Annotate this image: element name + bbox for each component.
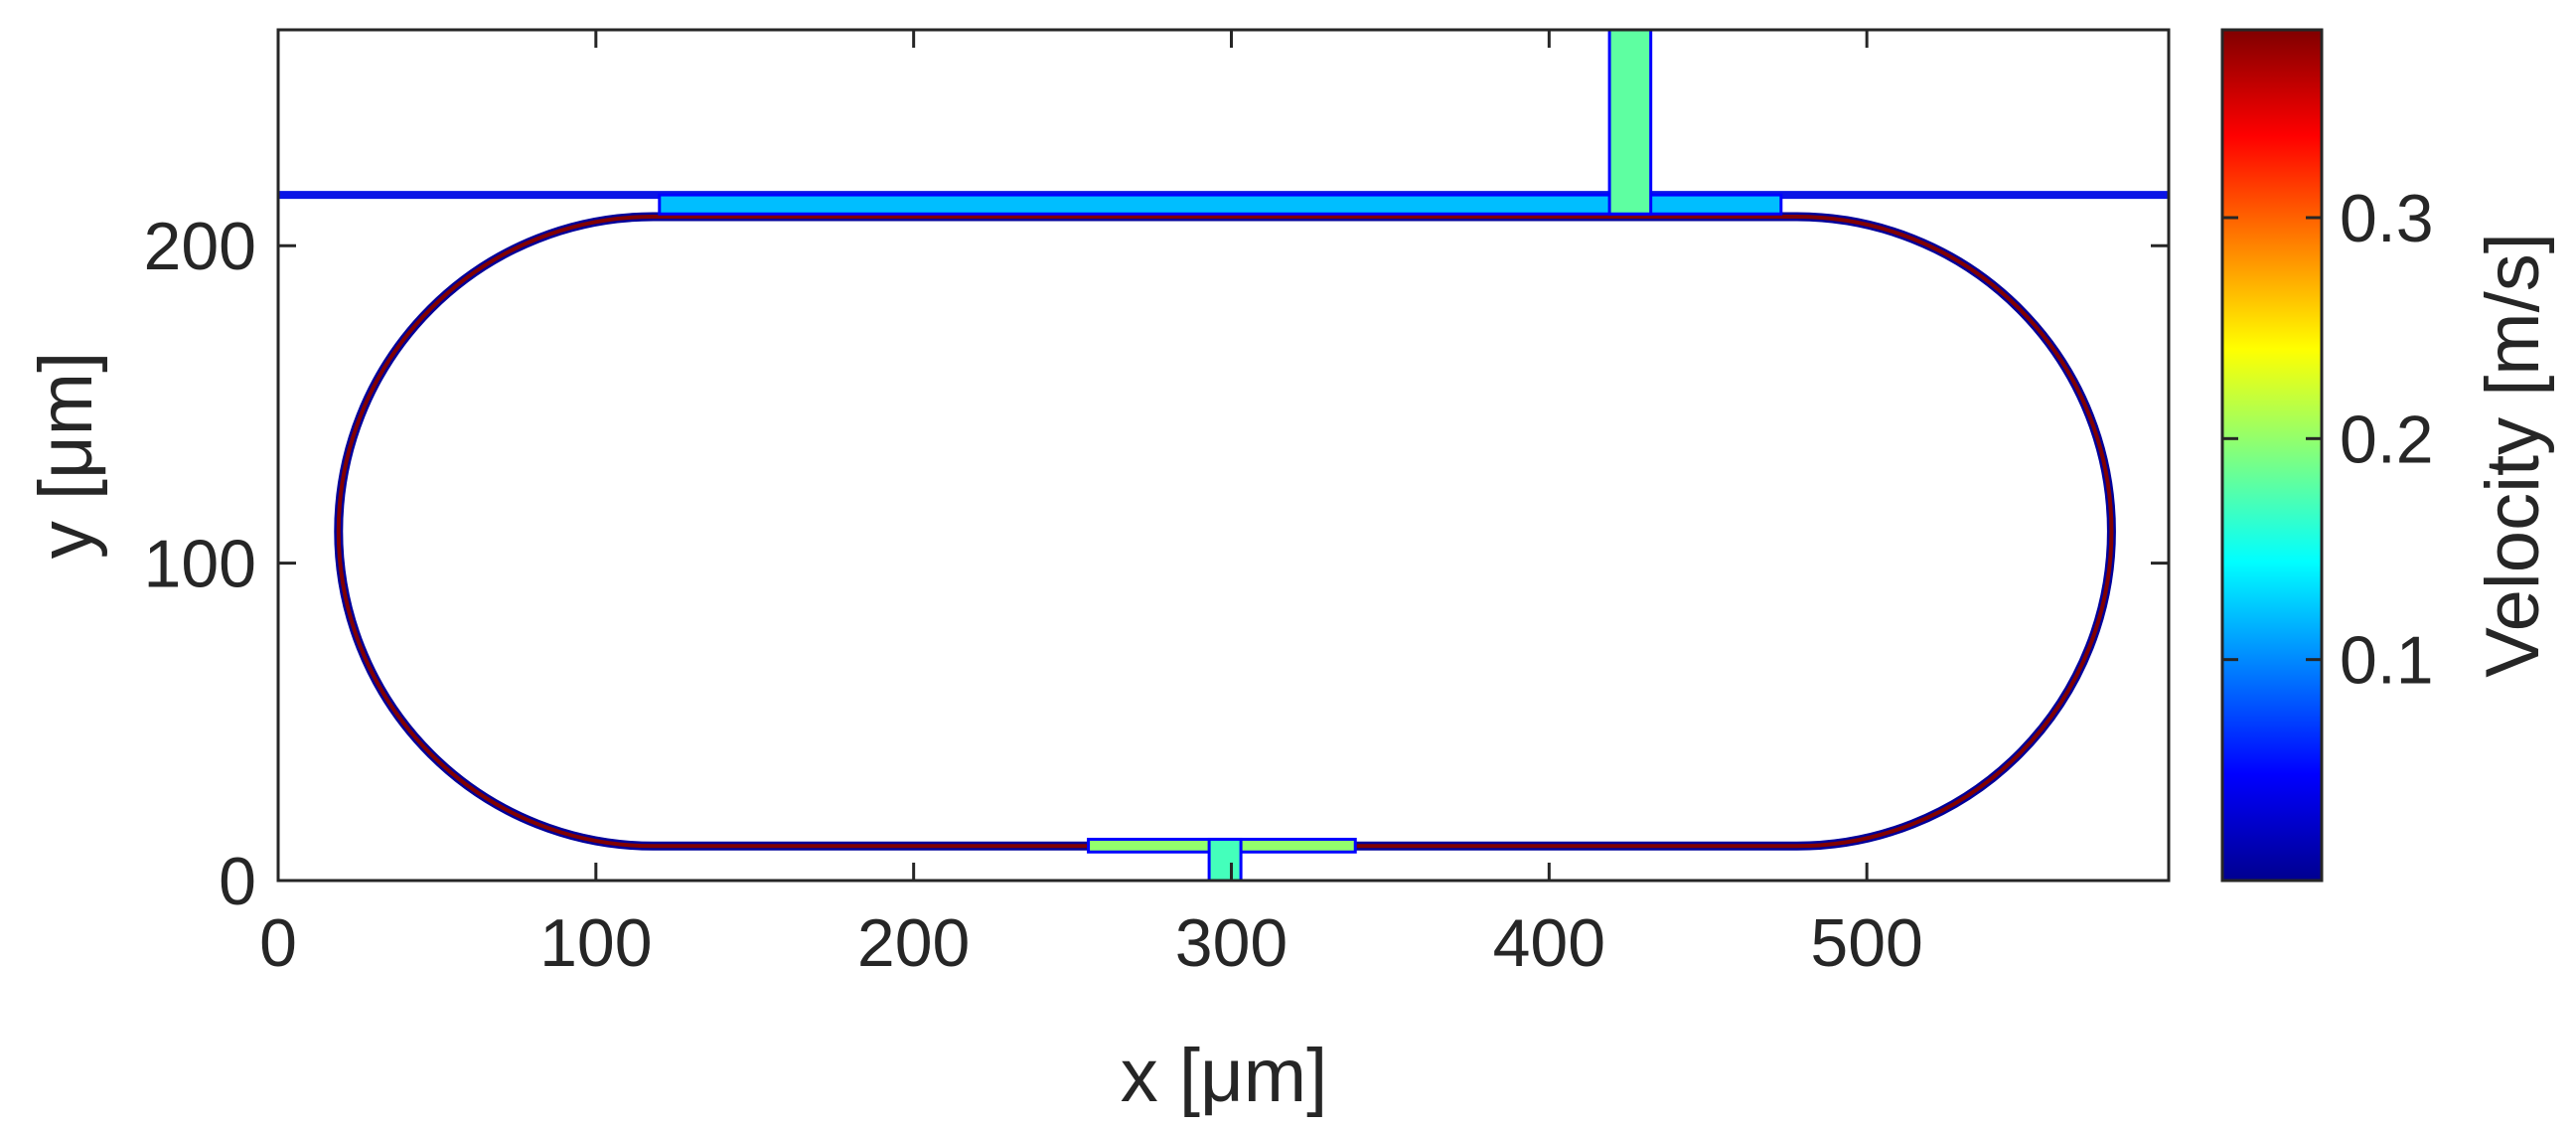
- y-tick-label: 0: [219, 844, 256, 919]
- colorbar-title: Velocity [m/s]: [2471, 233, 2555, 678]
- x-tick-label: 400: [1493, 905, 1605, 981]
- plot-frame: [276, 28, 2171, 883]
- y-tick-label: 100: [144, 527, 256, 602]
- x-tick-label: 0: [259, 905, 297, 981]
- y-axis-title: y [μm]: [24, 352, 108, 559]
- velocity-field: [278, 30, 2169, 881]
- bottom-outlet-channel: [1207, 837, 1243, 881]
- x-tick-label: 200: [857, 905, 970, 981]
- x-axis: 0 100 200 300 400 500: [259, 30, 1923, 981]
- x-tick-label: 500: [1810, 905, 1922, 981]
- ring-wall-high-velocity: [337, 215, 2113, 849]
- y-tick-label: 200: [144, 209, 256, 284]
- colorbar-tick-label: 0.1: [2340, 623, 2434, 699]
- colorbar-axis: 0.1 0.2 0.3: [2222, 181, 2434, 699]
- x-tick-label: 300: [1175, 905, 1288, 981]
- x-tick-label: 100: [539, 905, 652, 981]
- plot-background: [278, 30, 2169, 881]
- colorbar-tick-label: 0.2: [2340, 402, 2434, 477]
- top-inlet-channel: [1607, 30, 1653, 216]
- y-axis: 0 100 200: [144, 209, 2169, 919]
- x-axis-title: x [μm]: [1121, 1034, 1327, 1118]
- colorbar-tick-label: 0.3: [2340, 181, 2434, 256]
- top-coupling-channel: [658, 193, 1783, 216]
- colorbar: [2220, 28, 2324, 883]
